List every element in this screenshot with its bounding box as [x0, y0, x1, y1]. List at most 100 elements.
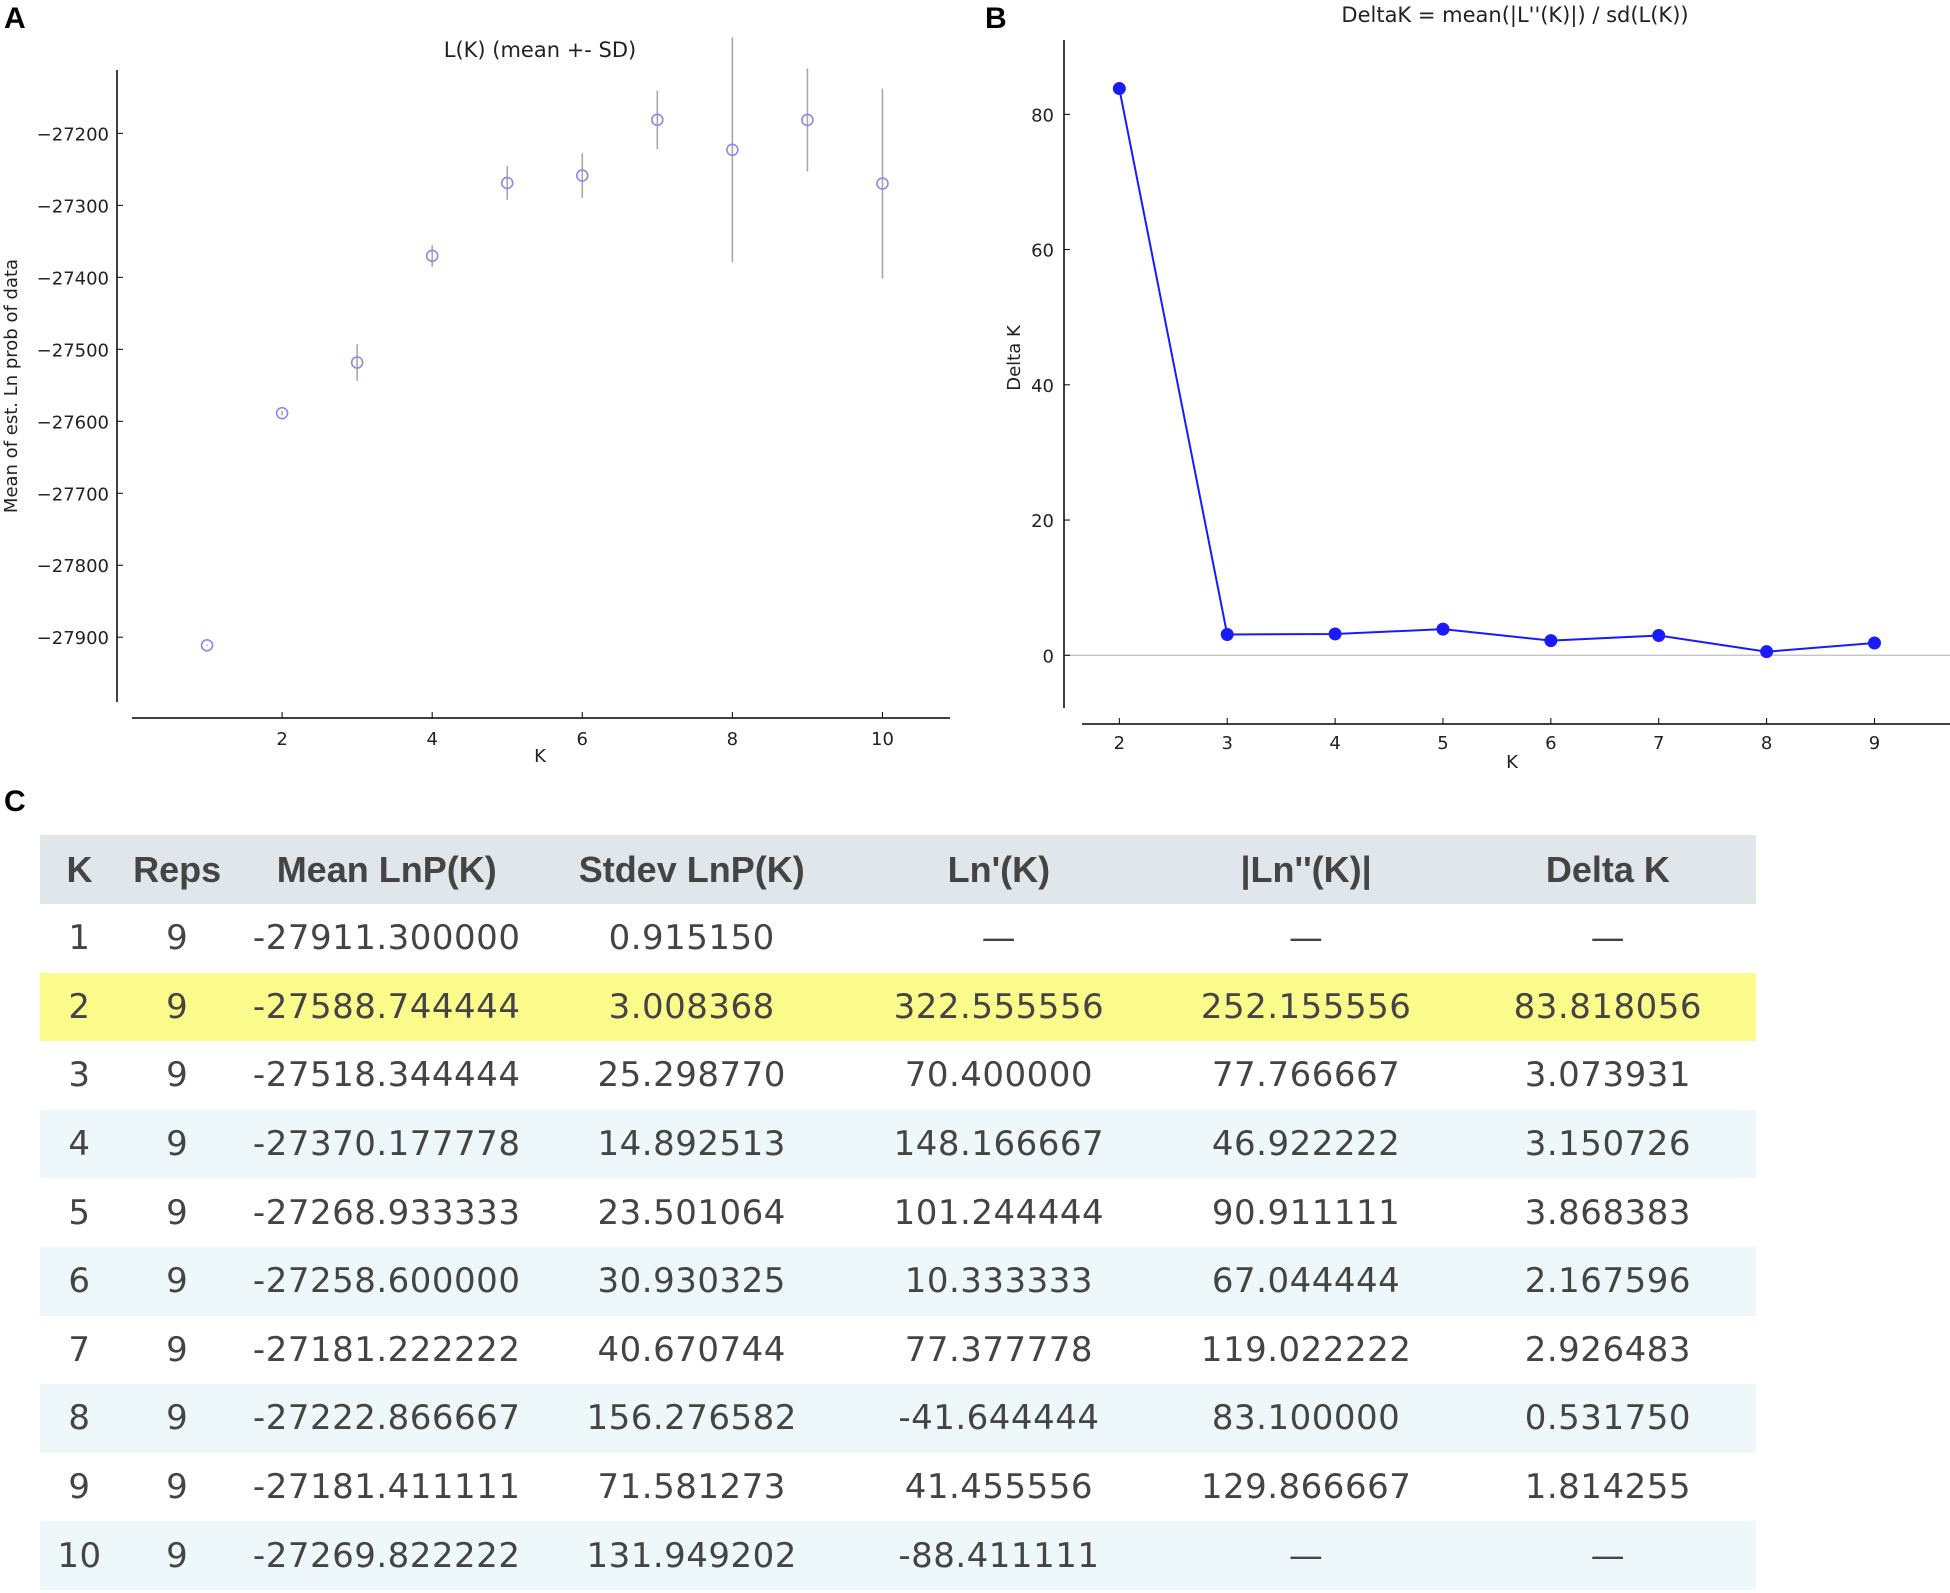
table-cell: 9: [118, 972, 236, 1042]
column-header: Delta K: [1459, 835, 1756, 904]
table-body: 1 9 -27911.300000 0.915150— — —2 9 -27588.74444…: [40, 904, 1756, 1590]
y-tick-label: −27300: [37, 196, 109, 217]
table-cell: 14.892513: [538, 1109, 846, 1179]
data-point: [575, 169, 589, 182]
table-cell: 23.501064: [538, 1178, 846, 1247]
table-cell: 9: [40, 1452, 119, 1522]
table-cell: 83.100000: [1152, 1384, 1460, 1453]
y-tick-label: −27800: [37, 556, 109, 577]
table-row: 10 9 -27269.822222 131.949202 -88.411111— —: [40, 1521, 1756, 1590]
table-cell: 119.022222: [1152, 1315, 1460, 1385]
table-cell: 9: [118, 1178, 236, 1247]
chart-title: DeltaK = mean(|L''(K)|) / sd(L(K)): [1341, 3, 1688, 28]
data-point: [1220, 627, 1234, 641]
table-cell: 9: [118, 1521, 236, 1590]
table-cell: 83.818056: [1459, 972, 1756, 1042]
table-cell: 252.155556: [1152, 972, 1460, 1042]
series-line: [1118, 88, 1875, 653]
table-row: 3 9 -27518.344444 25.298770 70.400000 77.7666…: [40, 1041, 1756, 1110]
column-header: Ln'(K): [845, 835, 1153, 904]
x-tick-label: 8: [727, 729, 738, 750]
delta-k-table: K Reps Mean LnP(K) Stdev LnP(K) Ln'(K) |Ln''(…: [40, 835, 1756, 1590]
table-cell: 25.298770: [538, 1041, 846, 1110]
column-header: Reps: [118, 835, 236, 904]
table-cell: 3.150726: [1459, 1109, 1756, 1179]
table-cell: 67.044444: [1152, 1246, 1460, 1316]
chart-title: L(K) (mean +- SD): [444, 38, 637, 62]
table-cell: -27222.866667: [235, 1384, 539, 1453]
y-axis-label: Delta K: [1004, 324, 1025, 391]
table-cell: 90.911111: [1152, 1178, 1460, 1247]
table-cell: -27911.300000: [235, 904, 539, 973]
panel-label-a: A: [4, 2, 26, 35]
table-cell: 0.915150: [538, 904, 846, 973]
table-cell: 1: [40, 904, 119, 973]
table-cell: 156.276582: [538, 1384, 846, 1453]
column-header: Mean LnP(K): [235, 835, 539, 904]
y-tick-label: 20: [1031, 511, 1054, 532]
y-tick-label: −27200: [37, 124, 109, 145]
table-cell: 9: [118, 1452, 236, 1522]
x-tick-label: 6: [577, 729, 588, 750]
table-cell: 148.166667: [845, 1109, 1153, 1179]
chart-a-lk-mean-sd: −27200 −27300 −27400 −27500 −27600 −27700 −278…: [1, 37, 950, 767]
y-tick-label: −27400: [37, 268, 109, 289]
chart-b-delta-k: 0 20 40 60 80 2 3 4 5 6 7 8 9 DeltaK = mean(|L''(K)|)…: [1004, 3, 1950, 773]
table-cell: —: [1152, 1521, 1460, 1590]
table-cell: —: [1459, 1521, 1756, 1590]
table-cell: 8: [40, 1384, 119, 1453]
data-point: [425, 249, 439, 263]
table-cell: 77.766667: [1152, 1041, 1460, 1110]
delta-k-table-container: K Reps Mean LnP(K) Stdev LnP(K) Ln'(K) |Ln''(…: [40, 835, 1756, 1590]
x-tick-label: 6: [1545, 733, 1556, 754]
table-cell: -27181.222222: [235, 1315, 539, 1385]
table-cell: 6: [40, 1246, 119, 1316]
table-cell: 41.455556: [845, 1452, 1153, 1522]
table-cell: 2.167596: [1459, 1246, 1756, 1316]
panel-label-b: B: [985, 2, 1007, 35]
table-cell: 1.814255: [1459, 1452, 1756, 1522]
data-point: [1328, 627, 1342, 641]
table-cell: -27370.177778: [235, 1109, 539, 1179]
table-cell: -27269.822222: [235, 1521, 539, 1590]
table-cell: 9: [118, 1041, 236, 1110]
table-cell: 129.866667: [1152, 1452, 1460, 1522]
table-row: 8 9 -27222.866667 156.276582 -41.644444 83.10…: [40, 1384, 1756, 1453]
table-cell: -27268.933333: [235, 1178, 539, 1247]
table-cell: 4: [40, 1109, 119, 1179]
data-point: [1436, 622, 1450, 636]
table-cell: 46.922222: [1152, 1109, 1460, 1179]
data-point: [1760, 645, 1774, 659]
table-cell: 40.670744: [538, 1315, 846, 1385]
x-axis-label: K: [534, 746, 547, 767]
table-cell: 3.073931: [1459, 1041, 1756, 1110]
column-header: Stdev LnP(K): [538, 835, 846, 904]
table-cell: 2: [40, 972, 119, 1042]
table-cell: 2.926483: [1459, 1315, 1756, 1385]
y-tick-label: 0: [1043, 646, 1054, 667]
data-point: [1112, 82, 1126, 96]
y-tick-label: 80: [1031, 105, 1054, 126]
y-tick-label: −27900: [37, 628, 109, 649]
column-header: |Ln''(K)|: [1152, 835, 1460, 904]
table-cell: 9: [118, 904, 236, 973]
x-tick-label: 3: [1221, 733, 1232, 754]
table-cell: -27588.744444: [235, 972, 539, 1042]
table-cell: 30.930325: [538, 1246, 846, 1316]
table-cell: 101.244444: [845, 1178, 1153, 1247]
table-cell: 10.333333: [845, 1246, 1153, 1316]
y-tick-label: 60: [1031, 241, 1054, 262]
data-point: [1652, 628, 1666, 642]
data-point: [876, 177, 889, 190]
x-tick-label: 4: [1329, 733, 1340, 754]
data-point: [651, 113, 664, 127]
table-cell: -27181.411111: [235, 1452, 539, 1522]
x-tick-label: 5: [1437, 733, 1448, 754]
y-axis-label: Mean of est. Ln prob of data: [1, 259, 22, 513]
table-cell: -88.411111: [845, 1521, 1153, 1590]
table-cell: 9: [118, 1384, 236, 1453]
table-row: 5 9 -27268.933333 23.501064 101.244444 90.911…: [40, 1178, 1756, 1247]
data-point: [350, 356, 364, 369]
y-tick-label: −27700: [37, 484, 109, 505]
y-tick-label: 40: [1031, 376, 1054, 397]
